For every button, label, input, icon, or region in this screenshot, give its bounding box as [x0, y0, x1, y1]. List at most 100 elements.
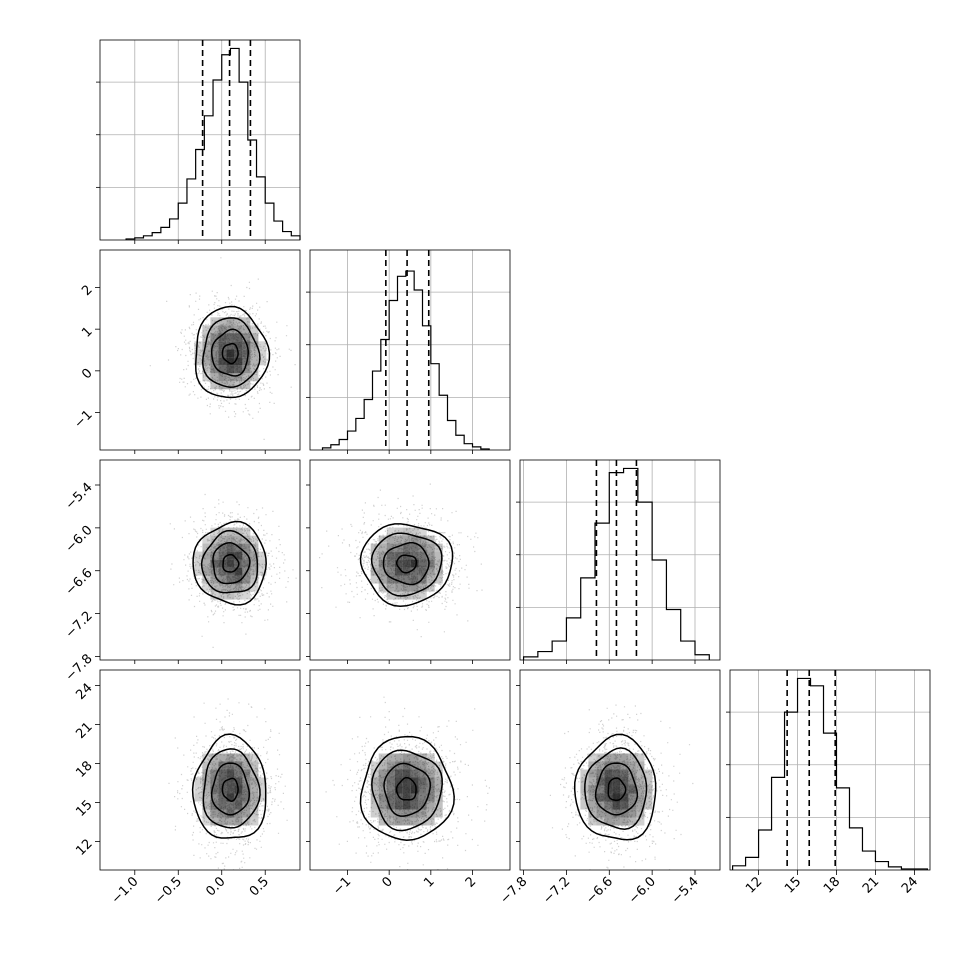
pair-2-3-density-cell — [636, 753, 645, 762]
pair-0-1-density-cell — [226, 381, 235, 390]
pair-0-2-density-cell — [210, 543, 219, 552]
pair-0-1-density-cell — [242, 325, 251, 334]
pair-0-2-density-cell — [234, 535, 243, 544]
pair-0-2-density-cell — [194, 559, 203, 568]
pair-0-3-density-cell — [218, 801, 227, 810]
pair-1-2-density-cell — [410, 575, 419, 584]
pair-1-3-density-cell — [386, 809, 395, 818]
pair-2-3-density-cell — [620, 817, 629, 826]
pair-2-3-density-cell — [644, 793, 653, 802]
pair-0-2-density-cell — [242, 551, 251, 560]
pair-0-2-density-cell — [250, 535, 259, 544]
pair-0-3-density-cell — [234, 801, 243, 810]
pair-0-3-density-cell — [202, 801, 211, 810]
pair-0-2-density-cell — [202, 535, 211, 544]
pair-1-3-density-cell — [426, 801, 435, 810]
pair-1-3-density-cell — [370, 777, 379, 786]
pair-0-1-density-cell — [202, 341, 211, 350]
pair-2-3-density-cell — [588, 809, 597, 818]
pair-0-1-density-cell — [218, 357, 227, 366]
pair-2-3-density-cell — [644, 769, 653, 778]
pair-2-3-density-cell — [636, 777, 645, 786]
ytick-label-3-4: 24 — [73, 681, 95, 703]
pair-2-3-density-cell — [588, 769, 597, 778]
pair-0-3-density-cell — [234, 753, 243, 762]
pair-0-2-density-cell — [226, 527, 235, 536]
pair-0-2-density-cell — [202, 567, 211, 576]
pair-0-3-density-cell — [226, 777, 235, 786]
pair-0-3-density-cell — [250, 793, 259, 802]
pair-1-2-density-cell — [394, 543, 403, 552]
pair-1-3-density-cell — [418, 793, 427, 802]
pair-0-2-density-cell — [218, 575, 227, 584]
pair-0-3-density-cell — [242, 761, 251, 770]
pair-1-3-density-cell — [394, 801, 403, 810]
pair-0-1-density-cell — [242, 365, 251, 374]
pair-2-3-density-cell — [620, 793, 629, 802]
pair-1-3-density-cell — [394, 809, 403, 818]
pair-1-3-density-cell — [418, 769, 427, 778]
pair-1-3-density-cell — [410, 761, 419, 770]
xtick-label-0-0: −1.0 — [109, 874, 142, 907]
pair-0-2-density-cell — [218, 551, 227, 560]
pair-1-3-density-cell — [426, 785, 435, 794]
pair-2-3-density-cell — [636, 801, 645, 810]
pair-0-3-density-cell — [250, 809, 259, 818]
pair-2-3-density-cell — [580, 777, 589, 786]
pair-1-2-density-cell — [386, 543, 395, 552]
pair-0-3-density-cell — [218, 809, 227, 818]
pair-0-3-frame — [99, 669, 301, 871]
pair-2-3-density-cell — [588, 785, 597, 794]
ytick-label-2-0: −7.8 — [63, 651, 96, 684]
pair-0-1-density-cell — [226, 373, 235, 382]
pair-0-3-density-cell — [226, 809, 235, 818]
pair-1-2-density-cell — [386, 527, 395, 536]
pair-0-1-density-cell — [194, 357, 203, 366]
pair-0-3-density-cell — [202, 817, 211, 826]
pair-0-3-density-cell — [210, 809, 219, 818]
pair-0-3-density-cell — [234, 777, 243, 786]
pair-1-2-density-cell — [402, 559, 411, 568]
pair-0-1-density-cell — [234, 365, 243, 374]
pair-0-2-density-cell — [210, 583, 219, 592]
pair-1-3-density-cell — [418, 785, 427, 794]
pair-2-3-density-cell — [612, 801, 621, 810]
pair-0-1-density-cell — [210, 325, 219, 334]
pair-1-2-density-cell — [370, 551, 379, 560]
pair-0-1-density-cell — [210, 365, 219, 374]
pair-2-3-density-cell — [604, 801, 613, 810]
pair-0-2-density-cell — [250, 551, 259, 560]
pair-1-3-density-cell — [434, 793, 443, 802]
pair-0-2-density-cell — [202, 543, 211, 552]
pair-1-2-density-cell — [394, 535, 403, 544]
pair-0-1-density-cell — [234, 373, 243, 382]
pair-2-3-contour-1 — [594, 762, 639, 816]
pair-2-3-density-cell — [636, 809, 645, 818]
pair-0-3-density-cell — [218, 753, 227, 762]
pair-0-2-density-cell — [218, 543, 227, 552]
pair-panel-1-3 — [309, 669, 511, 871]
pair-0-3-density-cell — [250, 801, 259, 810]
pair-0-1-density-cell — [194, 341, 203, 350]
pair-0-1-density-cell — [250, 373, 259, 382]
pair-0-2-density-cell — [210, 551, 219, 560]
pair-0-2-density-cell — [234, 591, 243, 600]
pair-0-2-density-cell — [194, 551, 203, 560]
hist-3-frame — [729, 669, 931, 871]
pair-0-2-density-cell — [226, 591, 235, 600]
pair-2-3-density-cell — [612, 809, 621, 818]
pair-1-2-density-cell — [410, 551, 419, 560]
pair-1-3-density-cell — [418, 809, 427, 818]
pair-0-3-density-cell — [194, 785, 203, 794]
pair-0-1-density-cell — [210, 341, 219, 350]
pair-2-3-density-cell — [620, 753, 629, 762]
pair-0-1-density-cell — [226, 317, 235, 326]
pair-1-2-density-cell — [378, 575, 387, 584]
pair-0-1-density-cell — [202, 357, 211, 366]
ytick-label-1-2: 1 — [79, 324, 95, 340]
pair-0-2-density-cell — [218, 567, 227, 576]
hist-0-steps — [125, 47, 301, 240]
pair-0-1-density-cell — [210, 381, 219, 390]
pair-2-3-density-cell — [612, 817, 621, 826]
pair-2-3-density-cell — [636, 817, 645, 826]
